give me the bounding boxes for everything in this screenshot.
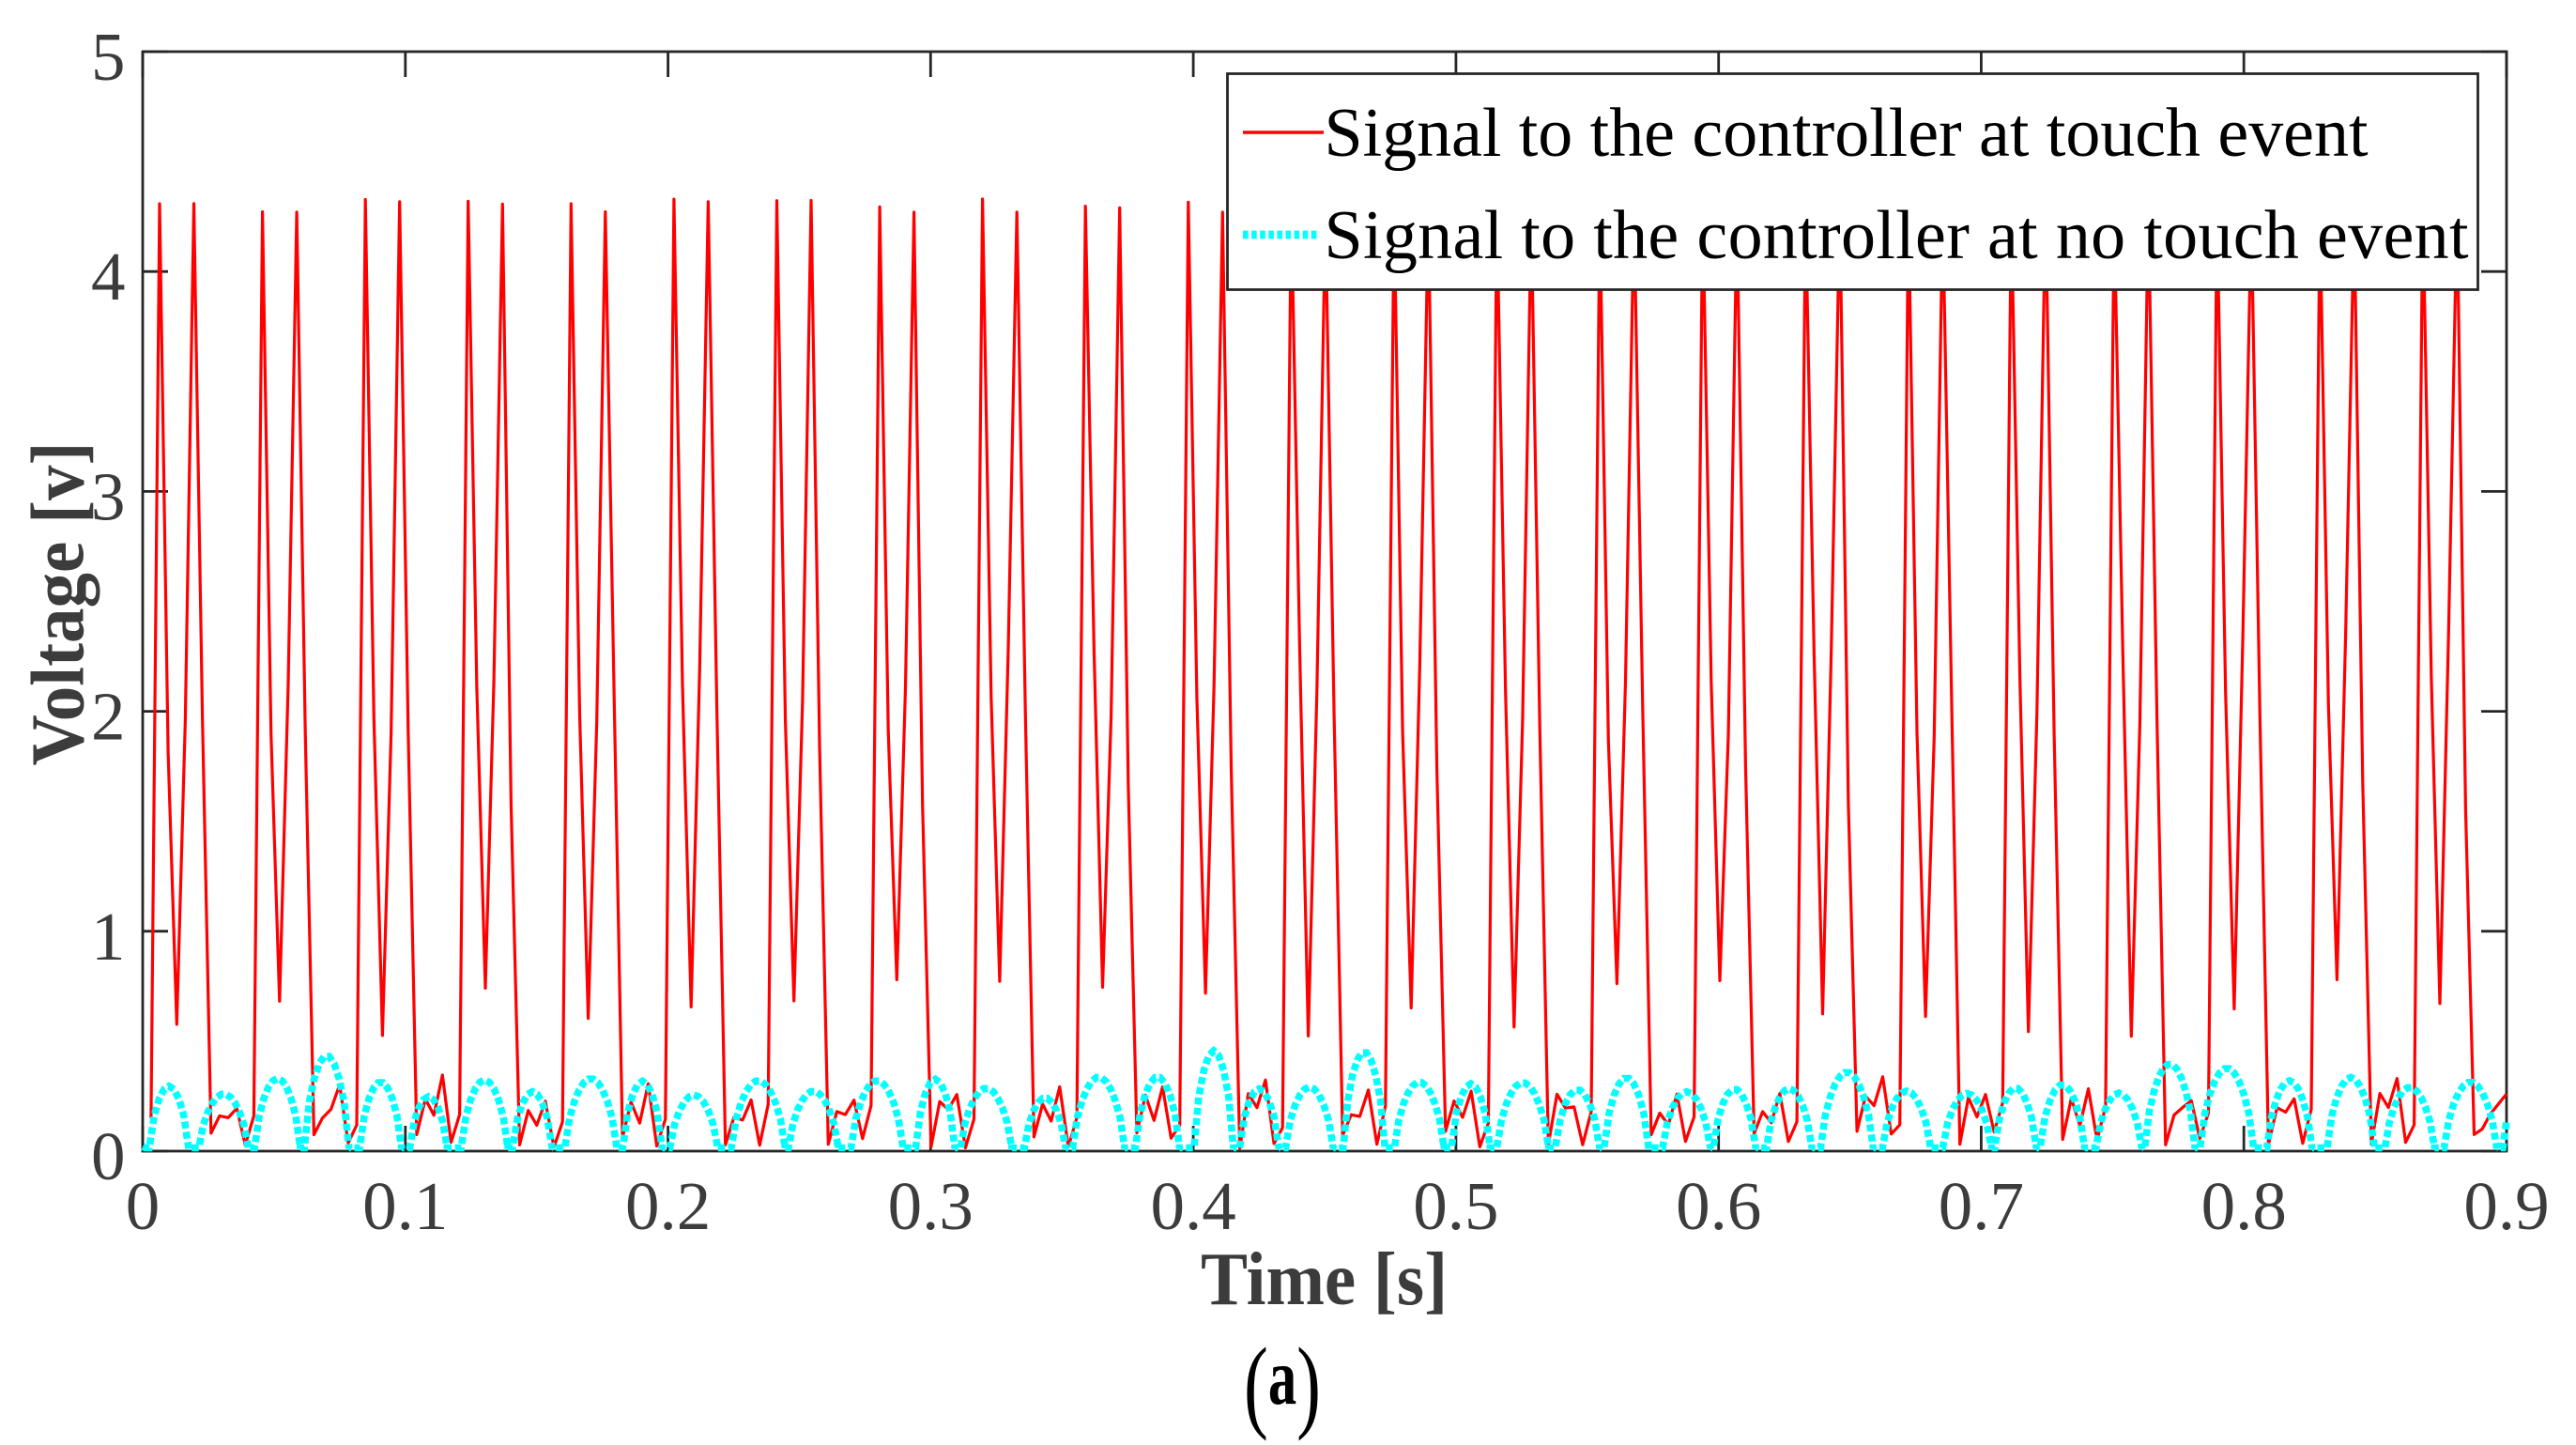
svg-text:0.5: 0.5 — [1413, 1168, 1498, 1244]
svg-text:Signal to the controller at no: Signal to the controller at no touch eve… — [1325, 197, 2469, 274]
svg-text:0.1: 0.1 — [362, 1168, 448, 1244]
svg-text:0.8: 0.8 — [2201, 1168, 2287, 1244]
svg-text:0.3: 0.3 — [888, 1168, 974, 1244]
svg-text:0.6: 0.6 — [1676, 1168, 1761, 1244]
svg-text:0.2: 0.2 — [625, 1168, 711, 1244]
svg-text:2: 2 — [91, 679, 126, 755]
svg-text:0.9: 0.9 — [2463, 1168, 2549, 1244]
svg-text:0.7: 0.7 — [1939, 1168, 2024, 1244]
svg-text:4: 4 — [91, 238, 126, 315]
svg-text:1: 1 — [91, 899, 126, 975]
svg-text:0: 0 — [91, 1118, 126, 1194]
svg-text:3: 3 — [91, 458, 126, 534]
svg-text:0.4: 0.4 — [1150, 1168, 1235, 1244]
svg-text:0: 0 — [126, 1168, 161, 1244]
svg-text:Signal to the controller at to: Signal to the controller at touch event — [1325, 95, 2369, 172]
svg-text:Voltage [v]: Voltage [v] — [15, 441, 100, 765]
svg-text:5: 5 — [91, 19, 126, 95]
svg-text:Time [s]: Time [s] — [1201, 1236, 1448, 1320]
